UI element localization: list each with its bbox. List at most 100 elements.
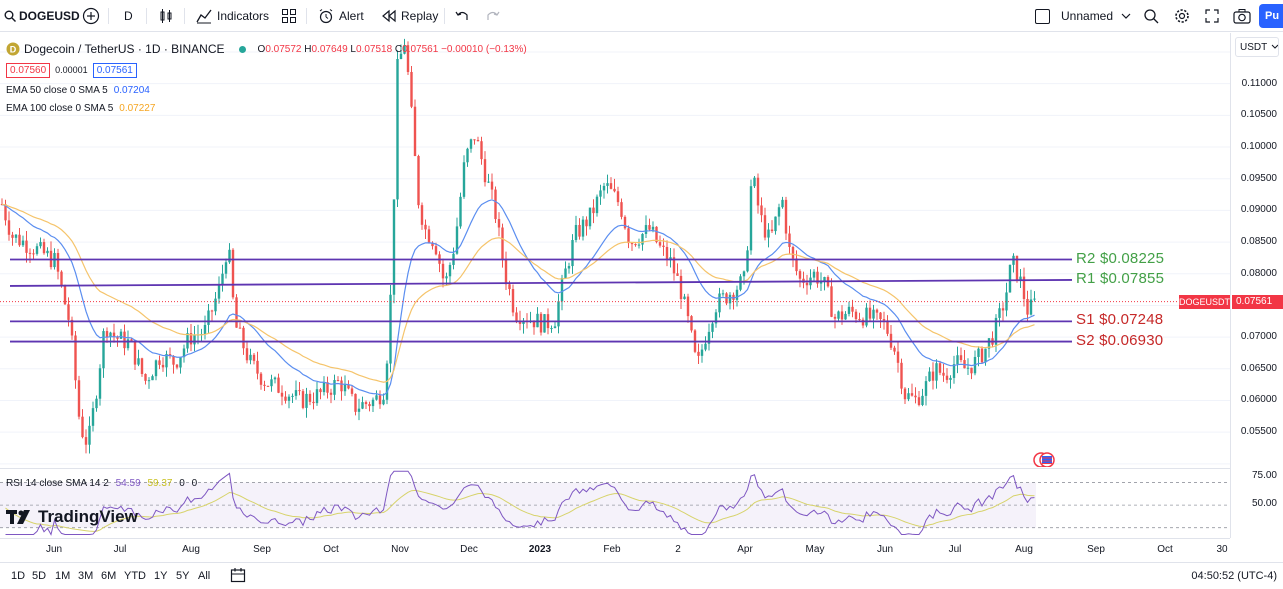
currency-selector[interactable]: USDT	[1235, 37, 1279, 57]
candle-body	[266, 385, 270, 387]
candle-body	[417, 156, 420, 206]
candle-body	[767, 229, 770, 238]
date-range-button[interactable]	[230, 567, 246, 586]
price-axis[interactable]: USDT 0.11000 0.10500 0.10000 0.09500 0.09000…	[1230, 33, 1283, 538]
candle-body	[123, 331, 126, 349]
time-tick-label: Oct	[323, 544, 339, 555]
candle-body	[665, 246, 669, 261]
us-flag-event-icon	[1033, 452, 1055, 467]
candle-body	[886, 320, 889, 334]
candle-body	[147, 380, 151, 382]
candle-body	[816, 271, 819, 284]
candle-body	[81, 416, 84, 438]
candle-body	[1019, 276, 1022, 281]
range-button-6m[interactable]: 6M	[101, 570, 117, 582]
redo-button[interactable]	[486, 5, 500, 27]
publish-button[interactable]: Pu	[1259, 4, 1283, 28]
candle-body	[742, 271, 746, 277]
time-tick-label: Sep	[1087, 544, 1105, 555]
candle-body	[907, 393, 910, 400]
interval-button[interactable]: D	[124, 5, 133, 27]
candle-body	[95, 398, 98, 409]
candle-body	[7, 220, 11, 235]
templates-button[interactable]	[281, 5, 297, 27]
candle-body	[291, 395, 294, 397]
candle-body	[375, 395, 378, 400]
range-button-ytd[interactable]: YTD	[124, 570, 146, 582]
level-label-s1[interactable]: S1 $0.07248	[1076, 311, 1164, 329]
candle-body	[109, 332, 112, 337]
range-button-1y[interactable]: 1Y	[154, 570, 168, 582]
candle-body	[140, 358, 144, 374]
ema100-label[interactable]: EMA 100 close 0 SMA 5	[6, 102, 114, 114]
range-button-3m[interactable]: 3M	[78, 570, 94, 582]
symbol-label: DOGEUSD	[19, 9, 80, 23]
candle-body	[434, 246, 438, 255]
candle-body	[445, 276, 448, 279]
candle-body	[347, 384, 350, 389]
candle-body	[648, 225, 651, 230]
candle-body	[392, 199, 396, 295]
candle-body	[847, 306, 851, 314]
compare-button[interactable]	[82, 5, 100, 27]
candle-body	[231, 249, 235, 298]
candle-body	[851, 306, 854, 312]
time-axis[interactable]: Jun Jul Aug Sep Oct Nov Dec 2023 Feb 2 Apr May Jun Ju…	[0, 538, 1230, 560]
candle-body	[497, 219, 501, 228]
candle-body	[60, 271, 63, 286]
range-button-5d[interactable]: 5D	[32, 570, 47, 582]
candle-body	[623, 216, 627, 229]
candle-body	[39, 242, 42, 247]
undo-button[interactable]	[455, 5, 469, 27]
ema50-label[interactable]: EMA 50 close 0 SMA 5	[6, 84, 108, 96]
rsi-pane[interactable]: RSI 14 close SMA 14 2 54.59 59.37 0 0 Tr…	[0, 468, 1230, 538]
symbol-search[interactable]: DOGEUSD	[4, 5, 80, 27]
layout-selector[interactable]: Unnamed	[1035, 5, 1131, 27]
price-chart[interactable]: D Dogecoin / TetherUS · 1D · BINANCE O0.…	[0, 33, 1230, 467]
level-label-r1[interactable]: R1 $0.07855	[1076, 269, 1165, 287]
candle-body	[819, 281, 823, 284]
candle-body	[735, 289, 739, 300]
candle-body	[238, 327, 242, 329]
candle-body	[361, 402, 364, 409]
ask-price[interactable]: 0.07561	[92, 62, 137, 78]
range-button-5y[interactable]: 5Y	[176, 570, 190, 582]
candle-body	[312, 401, 315, 404]
candle-body	[861, 319, 865, 326]
level-label-r2[interactable]: R2 $0.08225	[1076, 249, 1165, 267]
candle-body	[872, 309, 875, 319]
candle-body	[368, 404, 371, 407]
candle-body	[700, 349, 704, 356]
candle-body	[336, 380, 340, 382]
bid-price[interactable]: 0.07560	[6, 62, 51, 78]
candle-body	[455, 226, 459, 254]
clock[interactable]: 04:50:52 (UTC-4)	[1191, 570, 1277, 582]
candle-body	[781, 199, 784, 208]
snapshot-button[interactable]	[1233, 5, 1251, 27]
candle-body	[235, 297, 238, 328]
rsi-label[interactable]: RSI 14 close SMA 14 2	[6, 478, 109, 489]
settings-button[interactable]	[1174, 5, 1190, 27]
range-button-all[interactable]: All	[198, 570, 211, 582]
candle-body	[88, 425, 91, 445]
candle-body	[252, 354, 256, 361]
candle-body	[273, 377, 277, 380]
events-flags[interactable]	[1032, 451, 1058, 467]
replay-button[interactable]: Replay	[381, 5, 438, 27]
candle-body	[333, 380, 336, 395]
fullscreen-button[interactable]	[1205, 5, 1219, 27]
dogecoin-logo-icon: D	[6, 42, 20, 56]
candle-body	[315, 389, 319, 404]
publish-label: Pu	[1265, 10, 1280, 22]
quick-search-button[interactable]	[1143, 5, 1159, 27]
symbol-title[interactable]: Dogecoin / TetherUS · 1D · BINANCE	[24, 42, 225, 56]
range-button-1d[interactable]: 1D	[11, 570, 26, 582]
chart-type-button[interactable]	[158, 5, 174, 27]
range-button-1m[interactable]: 1M	[55, 570, 71, 582]
level-label-s2[interactable]: S2 $0.06930	[1076, 331, 1164, 349]
indicators-button[interactable]: Indicators	[196, 5, 269, 27]
alert-button[interactable]: Alert	[318, 5, 364, 27]
candle-body	[420, 205, 424, 225]
candle-body	[560, 277, 564, 302]
candle-body	[399, 53, 403, 60]
